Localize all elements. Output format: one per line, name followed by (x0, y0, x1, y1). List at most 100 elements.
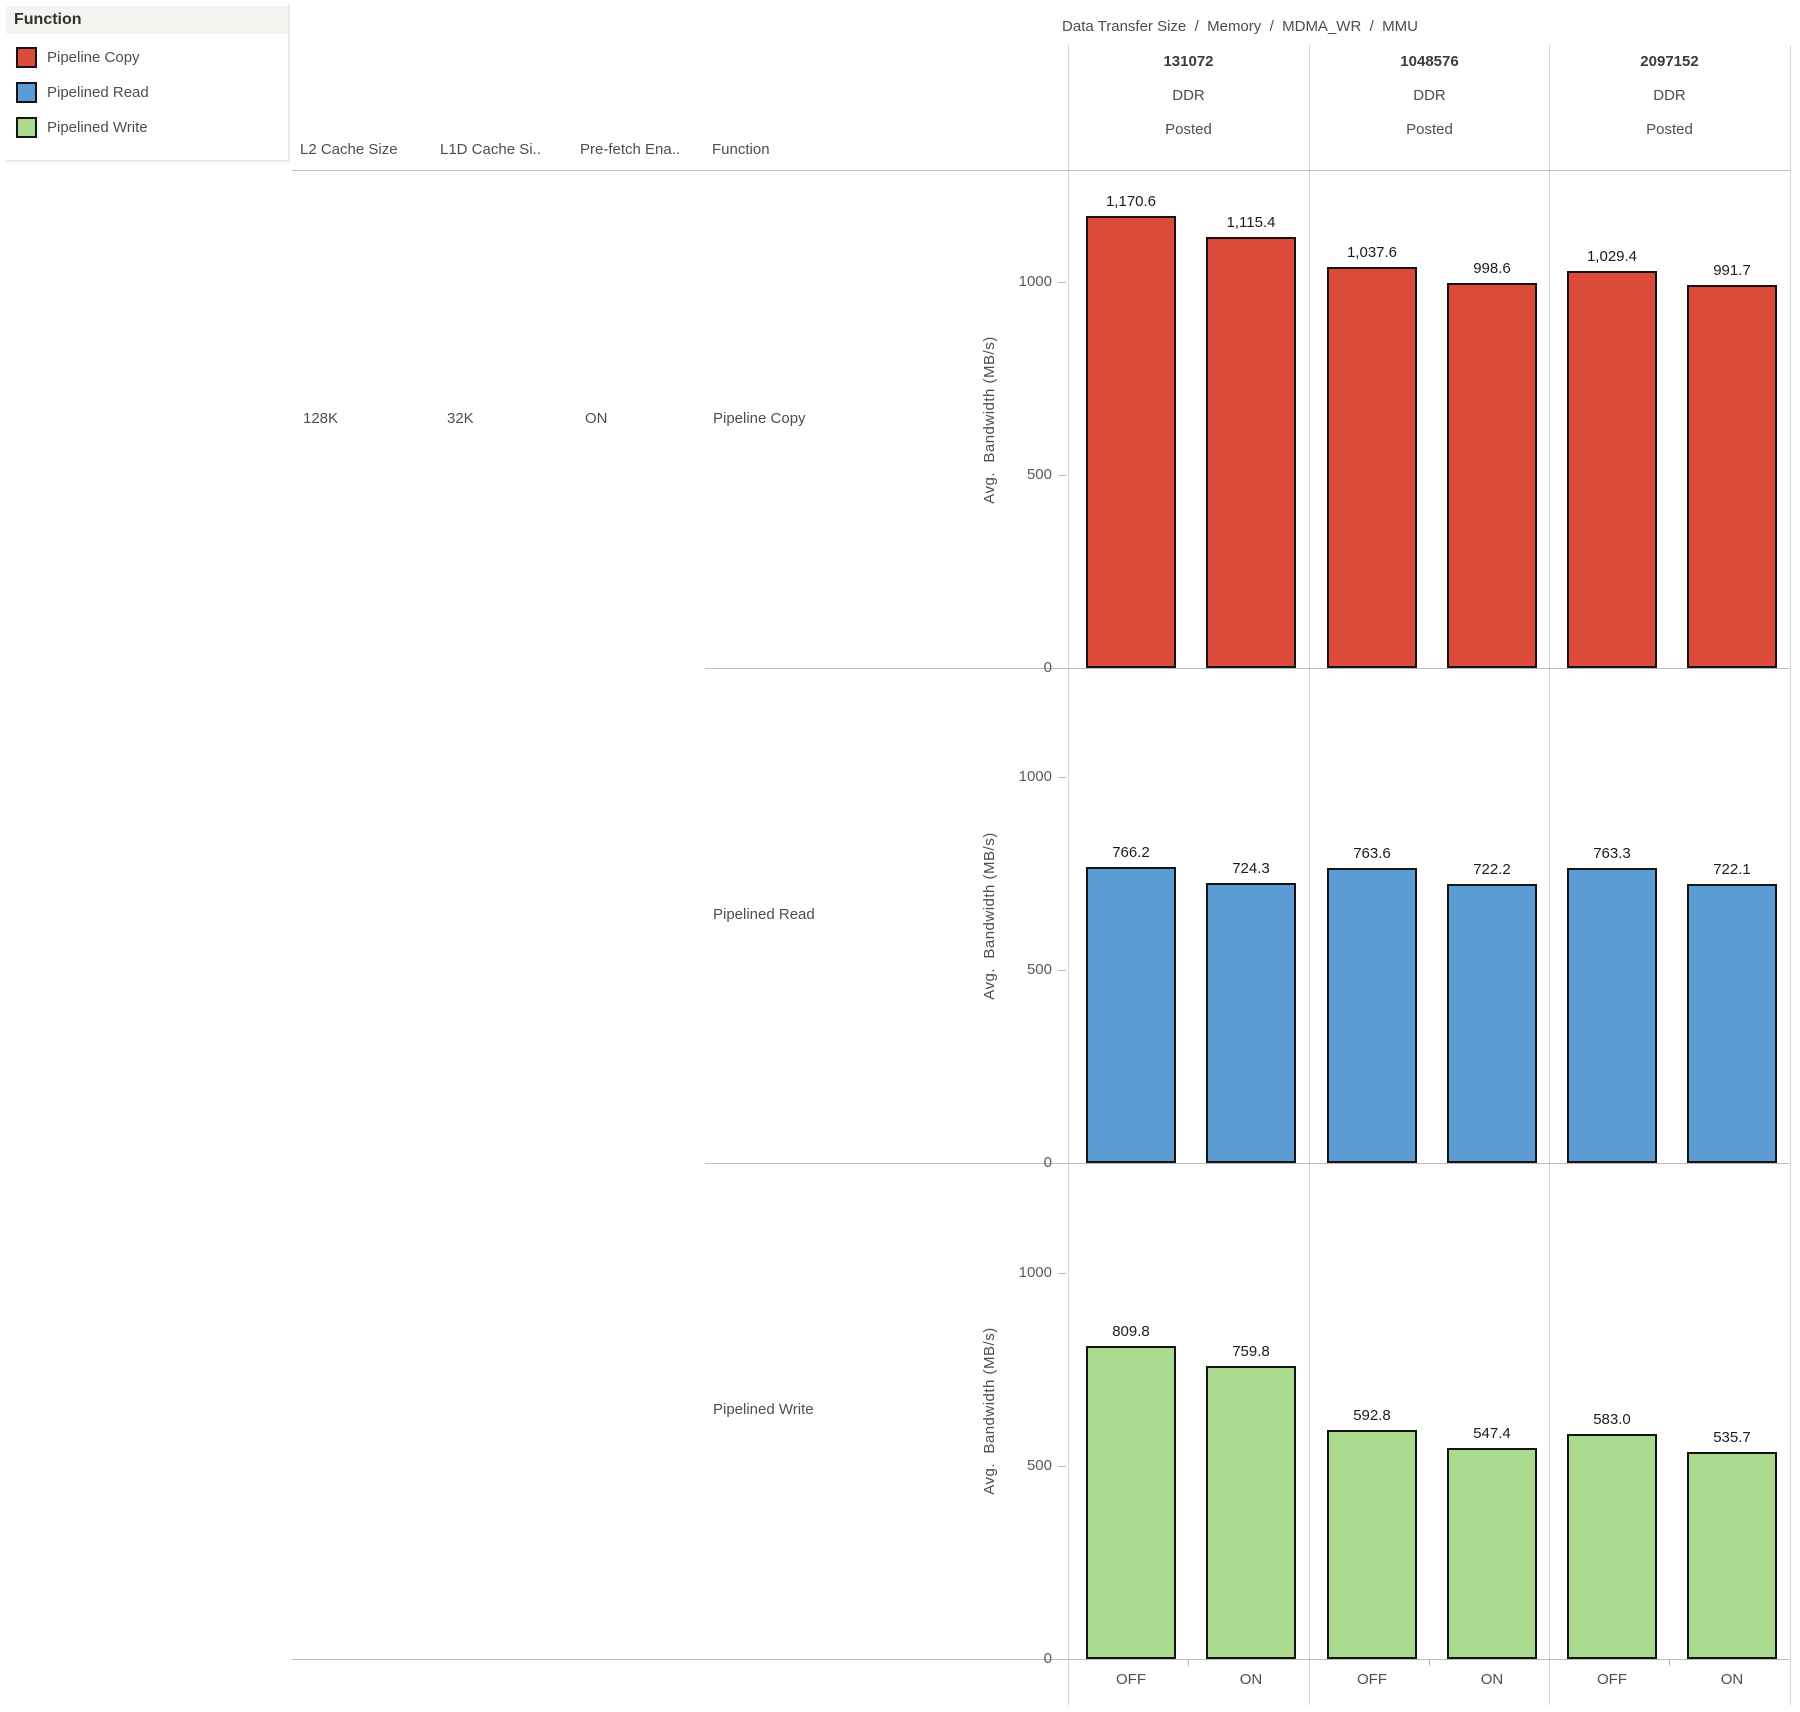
bar-value-label: 724.3 (1232, 860, 1270, 877)
y-axis-title: Avg. Bandwidth (MB/s) (981, 831, 998, 1000)
y-tick-mark (1058, 1466, 1066, 1467)
row-field-prefetch: Pre-fetch Ena.. (580, 141, 681, 158)
bar[interactable] (1447, 283, 1537, 668)
y-tick-mark (1058, 777, 1066, 778)
y-tick-mark (1058, 475, 1066, 476)
bar-value-label: 535.7 (1713, 1429, 1751, 1446)
bar[interactable] (1206, 1366, 1296, 1659)
y-tick-mark (1058, 282, 1066, 283)
bar-value-label: 722.2 (1473, 861, 1511, 878)
bar[interactable] (1086, 1346, 1176, 1659)
column-header-memory: DDR (1172, 87, 1205, 104)
legend: Function Pipeline Copy Pipelined Read Pi… (6, 4, 289, 161)
y-tick-label: 0 (1043, 1650, 1052, 1667)
row-label-pipelined-read: Pipelined Read (713, 906, 815, 923)
bar-value-label: 998.6 (1473, 260, 1511, 277)
x-axis-line (292, 1659, 1790, 1660)
legend-item-label: Pipelined Read (47, 84, 149, 101)
y-tick-label: 500 (1026, 961, 1052, 978)
column-header-size: 1048576 (1400, 53, 1459, 70)
column-divider (1309, 45, 1310, 1705)
column-header-memory: DDR (1653, 87, 1686, 104)
y-tick-mark (1058, 668, 1066, 669)
row-label-pipelined-write: Pipelined Write (713, 1401, 814, 1418)
row-separator-line (705, 668, 1790, 669)
x-tick-mark (1188, 1659, 1189, 1666)
column-header-mdma: Posted (1165, 121, 1212, 138)
x-tick-mark (1669, 1659, 1670, 1666)
bar-value-label: 583.0 (1593, 1411, 1631, 1428)
legend-swatch-icon (16, 82, 37, 103)
legend-title: Function (6, 6, 288, 34)
legend-swatch-icon (16, 47, 37, 68)
x-axis-label: ON (1480, 1671, 1504, 1688)
header-separator-line (292, 170, 1790, 171)
column-header-mdma: Posted (1646, 121, 1693, 138)
legend-swatch-icon (16, 117, 37, 138)
row-value-prefetch: ON (585, 410, 608, 427)
bar[interactable] (1206, 883, 1296, 1163)
bar[interactable] (1086, 867, 1176, 1163)
y-tick-label: 1000 (1018, 273, 1052, 290)
y-tick-label: 0 (1043, 1154, 1052, 1171)
bar-value-label: 722.1 (1713, 861, 1751, 878)
y-tick-mark (1058, 1659, 1066, 1660)
bar[interactable] (1327, 1430, 1417, 1659)
bar[interactable] (1687, 1452, 1777, 1659)
row-value-l1d-cache: 32K (447, 410, 474, 427)
row-separator-line (705, 1163, 1790, 1164)
bar[interactable] (1206, 237, 1296, 668)
y-tick-label: 1000 (1018, 768, 1052, 785)
bar-value-label: 592.8 (1353, 1407, 1391, 1424)
y-tick-mark (1058, 1163, 1066, 1164)
column-header-mdma: Posted (1406, 121, 1453, 138)
x-tick-mark (1429, 1659, 1430, 1666)
y-tick-mark (1058, 970, 1066, 971)
bar-value-label: 1,170.6 (1105, 193, 1157, 210)
bar[interactable] (1447, 1448, 1537, 1659)
bar[interactable] (1567, 271, 1657, 668)
bar[interactable] (1567, 868, 1657, 1163)
bar[interactable] (1086, 216, 1176, 668)
x-axis-label: OFF (1116, 1671, 1146, 1688)
y-axis-title: Avg. Bandwidth (MB/s) (981, 335, 998, 504)
bar-value-label: 1,029.4 (1586, 248, 1638, 265)
y-tick-label: 500 (1026, 1457, 1052, 1474)
legend-item-label: Pipeline Copy (47, 49, 140, 66)
y-tick-label: 500 (1026, 466, 1052, 483)
column-divider (1068, 45, 1069, 1705)
x-axis-label: OFF (1357, 1671, 1387, 1688)
row-field-function: Function (712, 141, 770, 158)
x-axis-label: ON (1720, 1671, 1744, 1688)
column-divider (1549, 45, 1550, 1705)
bar-value-label: 763.6 (1353, 845, 1391, 862)
column-divider (1790, 45, 1791, 1705)
legend-item-label: Pipelined Write (47, 119, 148, 136)
bar[interactable] (1447, 884, 1537, 1163)
bar[interactable] (1687, 285, 1777, 668)
y-axis-title: Avg. Bandwidth (MB/s) (981, 1327, 998, 1495)
bar[interactable] (1687, 884, 1777, 1163)
bar-value-label: 547.4 (1473, 1425, 1511, 1442)
y-tick-label: 1000 (1018, 1264, 1052, 1281)
x-axis-label: OFF (1597, 1671, 1627, 1688)
x-axis-label: ON (1239, 1671, 1263, 1688)
bar-value-label: 991.7 (1713, 262, 1751, 279)
bar-value-label: 759.8 (1232, 1343, 1270, 1360)
row-label-pipeline-copy: Pipeline Copy (713, 410, 806, 427)
bar-value-label: 1,115.4 (1226, 214, 1276, 231)
row-field-l1d-cache: L1D Cache Si.. (440, 141, 541, 158)
bar-value-label: 766.2 (1112, 844, 1150, 861)
y-tick-label: 0 (1043, 659, 1052, 676)
y-tick-mark (1058, 1273, 1066, 1274)
column-header-memory: DDR (1413, 87, 1446, 104)
bar-value-label: 809.8 (1112, 1323, 1150, 1340)
bar-value-label: 763.3 (1593, 845, 1631, 862)
column-header-size: 2097152 (1640, 53, 1699, 70)
row-field-l2-cache: L2 Cache Size (300, 141, 398, 158)
bar[interactable] (1327, 267, 1417, 668)
bar[interactable] (1567, 1434, 1657, 1659)
bar[interactable] (1327, 868, 1417, 1163)
bar-value-label: 1,037.6 (1346, 244, 1398, 261)
